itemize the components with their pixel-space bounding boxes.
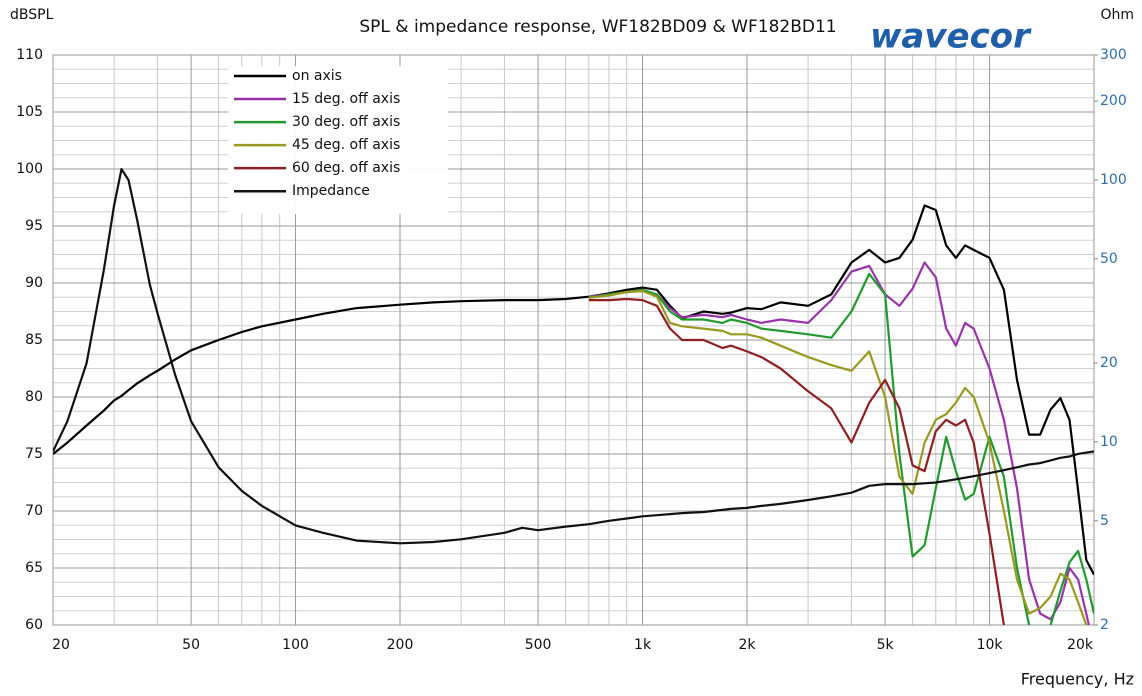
y2-tick-label: 200: [1100, 93, 1127, 109]
legend-label: 60 deg. off axis: [292, 160, 400, 176]
series-line: [588, 289, 1088, 625]
x-tick-label: 5k: [877, 637, 895, 653]
y-tick-label: 105: [16, 104, 43, 120]
x-axis-label: Frequency, Hz: [1021, 670, 1134, 689]
series-line: [588, 261, 1090, 625]
y2-tick-label: 300: [1100, 47, 1127, 63]
x-tick-label: 50: [182, 637, 200, 653]
x-tick-label: 20: [52, 637, 70, 653]
y-tick-label: 75: [25, 446, 43, 462]
y2-tick-label: 2: [1100, 617, 1109, 633]
legend-label: 15 deg. off axis: [292, 91, 400, 107]
y2-tick-label: 100: [1100, 172, 1127, 188]
y-tick-label: 80: [25, 389, 43, 405]
x-tick-label: 2k: [738, 637, 756, 653]
chart-title: SPL & impedance response, WF182BD09 & WF…: [359, 17, 836, 37]
series-line: [588, 272, 1094, 625]
legend-label: 30 deg. off axis: [292, 114, 400, 130]
y-tick-label: 95: [25, 218, 43, 234]
x-tick-label: 10k: [977, 637, 1004, 653]
y-tick-label: 90: [25, 275, 43, 291]
x-tick-label: 200: [387, 637, 414, 653]
series-line: [53, 168, 1094, 545]
y-tick-label: 110: [16, 47, 43, 63]
x-tick-label: 500: [525, 637, 552, 653]
y-tick-label: 60: [25, 617, 43, 633]
legend-label: Impedance: [292, 183, 370, 199]
y2-axis-label: Ohm: [1100, 7, 1134, 23]
legend-box: [228, 66, 448, 214]
x-tick-label: 20k: [1067, 637, 1094, 653]
y2-tick-label: 50: [1100, 251, 1118, 267]
legend-label: 45 deg. off axis: [292, 137, 400, 153]
y2-tick-label: 20: [1100, 355, 1118, 371]
y2-tick-label: 5: [1100, 513, 1109, 529]
y-tick-label: 70: [25, 503, 43, 519]
x-tick-label: 1k: [634, 637, 652, 653]
y-tick-label: 85: [25, 332, 43, 348]
series-line: [588, 297, 1006, 625]
legend-label: on axis: [292, 68, 342, 84]
y-tick-label: 100: [16, 161, 43, 177]
x-tick-label: 100: [282, 637, 309, 653]
y-axis-label: dBSPL: [10, 7, 54, 23]
y-tick-label: 65: [25, 560, 43, 576]
logo: wavecor: [870, 17, 1032, 57]
y2-tick-label: 10: [1100, 434, 1118, 450]
